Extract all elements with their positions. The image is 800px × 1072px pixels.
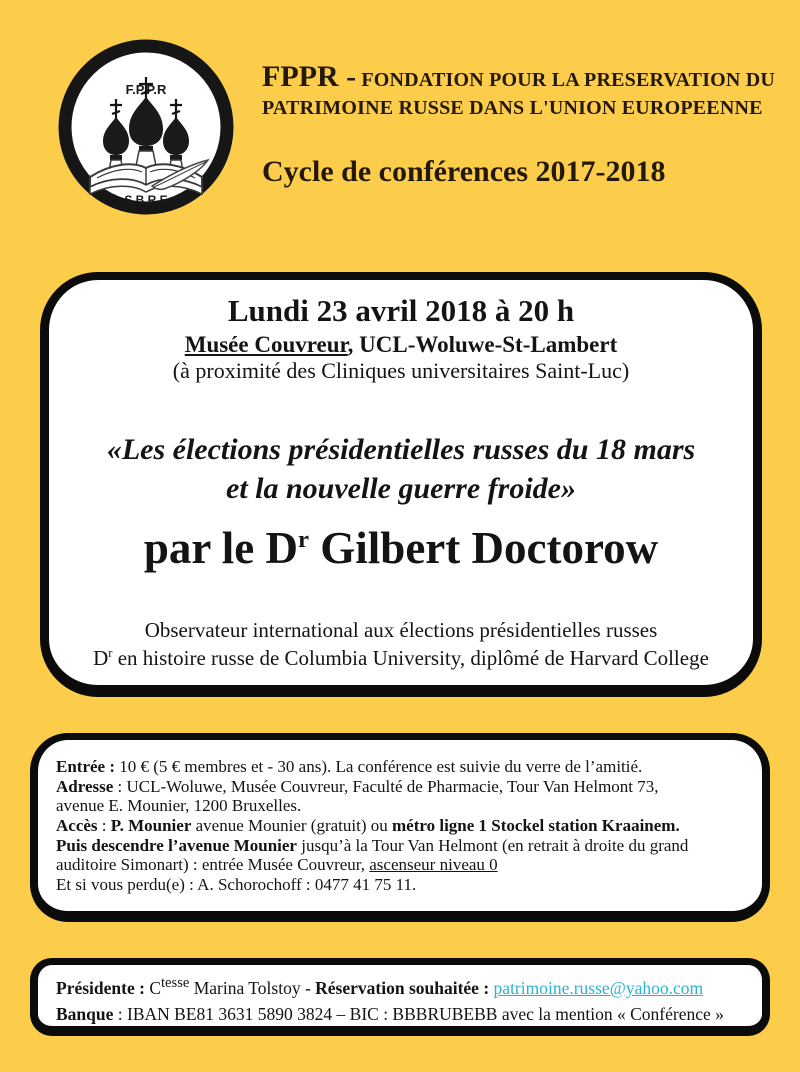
bio-line2-prefix: D bbox=[93, 645, 109, 670]
bio-line2-rest: en histoire russe de Columbia University… bbox=[112, 645, 709, 670]
church-domes-shapes bbox=[103, 97, 189, 160]
talk-title-line1: «Les élections présidentielles russes du… bbox=[106, 432, 696, 466]
acces-metro: métro ligne 1 Stockel station Kraainem. bbox=[392, 815, 680, 835]
venue-note: (à proximité des Cliniques universitaire… bbox=[172, 358, 630, 384]
entree-text: 10 € (5 € membres et - 30 ans). La confé… bbox=[115, 757, 643, 776]
entree-line: Entrée : 10 € (5 € membres et - 30 ans).… bbox=[56, 757, 744, 777]
acces-text-tour: jusqu’à la Tour Van Helmont (en retrait … bbox=[296, 835, 689, 855]
talk-title-line2: et la nouvelle guerre froide» bbox=[226, 471, 576, 505]
event-box: Lundi 23 avril 2018 à 20 h Musée Couvreu… bbox=[40, 272, 762, 697]
venue-name: Musée Couvreur bbox=[184, 331, 348, 357]
reservation-label: Réservation souhaitée : bbox=[315, 978, 494, 998]
bio-line1: Observateur international aux élections … bbox=[144, 618, 658, 643]
speaker-superscript: r bbox=[298, 525, 310, 553]
practical-info-box: Entrée : 10 € (5 € membres et - 30 ans).… bbox=[30, 733, 770, 922]
acces-text-or: avenue Mounier (gratuit) ou bbox=[191, 815, 392, 835]
fppr-logo-graphic: F.P.P.R bbox=[58, 39, 234, 215]
org-name-line2: PATRIMOINE RUSSE DANS L'UNION EUROPEENNE bbox=[262, 96, 763, 119]
church-domes-icon bbox=[110, 77, 182, 119]
email-link[interactable]: patrimoine.russe@yahoo.com bbox=[493, 978, 704, 998]
event-venue: Musée Couvreur, UCL-Woluwe-St-Lambert bbox=[49, 331, 753, 359]
venue-rest: , UCL-Woluwe-St-Lambert bbox=[347, 331, 618, 357]
acces-ascenseur: ascenseur niveau 0 bbox=[369, 855, 498, 875]
presidente-name: Marina Tolstoy - bbox=[189, 978, 316, 998]
entree-label: Entrée : bbox=[56, 757, 116, 776]
contact-box: Présidente : Ctesse Marina Tolstoy - Rés… bbox=[30, 958, 770, 1036]
acces-line: Accès : P. Mounier avenue Mounier (gratu… bbox=[56, 816, 744, 875]
adresse-label: Adresse bbox=[56, 776, 114, 796]
speaker-bio: Observateur international aux élections … bbox=[49, 617, 753, 673]
banque-text: : IBAN BE81 3631 5890 3824 – BIC : BBBRU… bbox=[113, 1004, 724, 1025]
quill-icon bbox=[150, 158, 210, 191]
event-datetime: Lundi 23 avril 2018 à 20 h bbox=[227, 293, 575, 328]
speaker-prefix: par le D bbox=[143, 522, 299, 573]
presidente-line: Présidente : Ctesse Marina Tolstoy - Rés… bbox=[56, 975, 744, 1001]
presidente-superscript: tesse bbox=[161, 975, 190, 992]
acces-text-auditoire: auditoire Simonart) : entrée Musée Couvr… bbox=[56, 855, 370, 875]
fppr-logo: F.P.P.R bbox=[56, 36, 236, 218]
acces-label: Accès bbox=[56, 815, 98, 835]
speaker-name: Gilbert Doctorow bbox=[309, 522, 659, 573]
adresse-text1: : UCL-Woluwe, Musée Couvreur, Faculté de… bbox=[113, 776, 659, 796]
banque-label: Banque bbox=[56, 1004, 114, 1025]
bio-line2-superscript: r bbox=[108, 645, 113, 660]
org-abbr: FPPR - bbox=[262, 60, 357, 93]
logo-bottom-text: S.B.R.E bbox=[124, 193, 167, 207]
talk-title: «Les élections présidentielles russes du… bbox=[49, 430, 753, 508]
presidente-prefix: C bbox=[144, 978, 161, 998]
acces-parking: P. Mounier bbox=[110, 815, 192, 835]
presidente-label: Présidente : bbox=[56, 978, 145, 998]
acces-descendre: Puis descendre l’avenue Mounier bbox=[56, 835, 297, 855]
org-name-line1: FPPR - FONDATION POUR LA PRESERVATION DU bbox=[262, 58, 782, 96]
adresse-text2: avenue E. Mounier, 1200 Bruxelles. bbox=[56, 796, 302, 816]
speaker-line: par le Dr Gilbert Doctorow bbox=[49, 522, 753, 574]
adresse-line: Adresse : UCL-Woluwe, Musée Couvreur, Fa… bbox=[56, 777, 744, 816]
bio-line2: Dr en histoire russe de Columbia Univers… bbox=[49, 645, 753, 673]
org-name-line1-text: FONDATION POUR LA PRESERVATION DU bbox=[356, 69, 776, 91]
header: FPPR - FONDATION POUR LA PRESERVATION DU… bbox=[262, 58, 782, 189]
cycle-title: Cycle de conférences 2017-2018 bbox=[262, 154, 666, 188]
acces-colon: : bbox=[97, 815, 111, 835]
lost-line: Et si vous perdu(e) : A. Schorochoff : 0… bbox=[56, 874, 417, 894]
banque-line: Banque : IBAN BE81 3631 5890 3824 – BIC … bbox=[56, 1001, 744, 1027]
